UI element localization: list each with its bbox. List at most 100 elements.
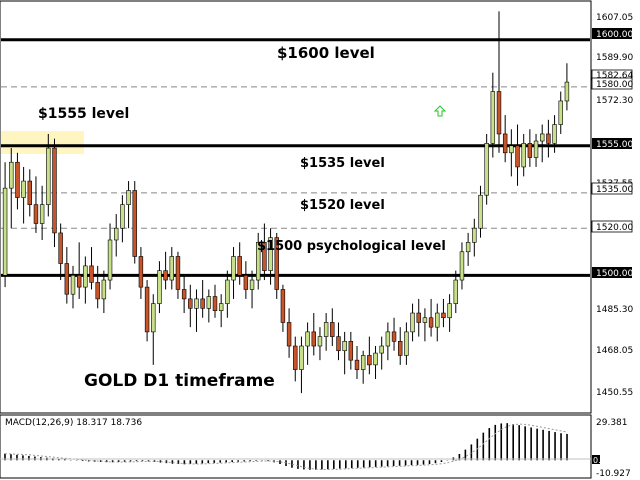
candle xyxy=(64,247,70,304)
candle xyxy=(33,176,39,233)
candle xyxy=(305,322,310,365)
candle xyxy=(89,247,94,290)
level-lines xyxy=(1,38,590,277)
candle xyxy=(441,298,446,328)
candle xyxy=(9,148,14,229)
candle xyxy=(410,303,415,342)
macd-signal-line xyxy=(4,423,568,470)
y-tick-1450: 1450.55 xyxy=(596,388,633,398)
level-1555-label: $1555 level xyxy=(38,106,129,122)
candle xyxy=(416,298,421,337)
y-tick-1589: 1589.90 xyxy=(596,53,633,63)
candle xyxy=(200,280,205,318)
candle xyxy=(225,270,230,318)
candle xyxy=(330,308,335,347)
candle xyxy=(465,232,471,266)
candle xyxy=(83,256,88,304)
candle xyxy=(218,294,224,328)
candle xyxy=(336,322,341,361)
y-tick-1485: 1485.30 xyxy=(596,305,633,315)
candle xyxy=(52,138,57,248)
macd-tick-zero: 0.00 xyxy=(593,456,611,465)
candle xyxy=(490,72,496,158)
y-tick-1572: 1572.30 xyxy=(596,96,633,106)
candle xyxy=(2,162,8,288)
candle xyxy=(299,336,304,394)
candle xyxy=(564,63,570,111)
candle xyxy=(15,152,20,210)
candle xyxy=(27,169,32,217)
candle xyxy=(101,270,107,314)
level-1535-label: $1535 level xyxy=(300,156,385,171)
highlight-zone xyxy=(1,131,84,154)
candle xyxy=(509,129,514,177)
candle xyxy=(311,313,316,356)
candle xyxy=(243,261,249,299)
candle xyxy=(39,185,45,240)
candle xyxy=(404,322,409,365)
macd-pane xyxy=(0,414,592,479)
tag-1600: 1600.00 xyxy=(596,30,633,40)
candle xyxy=(70,265,76,309)
candle xyxy=(354,346,360,380)
candle xyxy=(478,185,483,238)
tag-1535: 1535.00 xyxy=(596,185,633,195)
candle xyxy=(502,115,508,163)
candle xyxy=(157,261,162,314)
candle xyxy=(21,166,26,224)
candle xyxy=(373,346,378,380)
candle xyxy=(317,327,323,361)
candle xyxy=(262,223,267,281)
candle xyxy=(107,223,113,290)
macd-tick-bottom: -10.927 xyxy=(596,469,631,479)
candle xyxy=(447,294,452,332)
level-1500-label: $1500 psychological level xyxy=(257,239,446,254)
candle xyxy=(188,284,193,328)
candle xyxy=(385,322,391,361)
candle xyxy=(527,129,533,167)
candle xyxy=(120,195,125,243)
candle xyxy=(293,336,298,382)
candle xyxy=(151,294,156,365)
candle xyxy=(422,308,428,342)
candle xyxy=(76,242,82,299)
candle xyxy=(435,303,440,342)
macd-tick-top: 29.381 xyxy=(596,418,628,428)
candle xyxy=(126,181,131,229)
candle xyxy=(459,242,465,290)
candle xyxy=(249,270,255,309)
candle xyxy=(367,336,372,375)
candle xyxy=(175,251,181,299)
y-tick-1468: 1468.05 xyxy=(596,346,633,356)
candle xyxy=(58,223,63,281)
candle xyxy=(280,284,286,332)
candle xyxy=(286,308,292,358)
tag-1555: 1555.00 xyxy=(596,140,633,150)
candle xyxy=(496,11,502,153)
candle xyxy=(472,218,477,257)
candle xyxy=(181,275,187,314)
tag-1500: 1500.00 xyxy=(596,269,633,279)
candle xyxy=(169,247,174,290)
candle xyxy=(138,247,144,299)
candles xyxy=(2,11,570,394)
candle xyxy=(546,119,551,158)
tag-1582: 1582.64 xyxy=(596,71,633,81)
macd-title: MACD(12,26,9) 18.317 18.736 xyxy=(5,418,142,428)
candle xyxy=(398,327,403,365)
up-arrow-icon xyxy=(433,105,447,117)
candle xyxy=(515,124,520,186)
candle xyxy=(231,247,236,299)
candle xyxy=(206,289,212,323)
candle xyxy=(533,133,539,167)
candle xyxy=(268,228,273,285)
candle xyxy=(163,251,168,290)
level-1520-label: $1520 level xyxy=(300,198,385,213)
candle xyxy=(212,284,218,318)
candle xyxy=(379,336,384,370)
candle xyxy=(453,270,458,314)
tag-1580: 1580.00 xyxy=(596,80,633,90)
tag-1520: 1520.00 xyxy=(596,223,633,233)
candle xyxy=(323,313,329,351)
